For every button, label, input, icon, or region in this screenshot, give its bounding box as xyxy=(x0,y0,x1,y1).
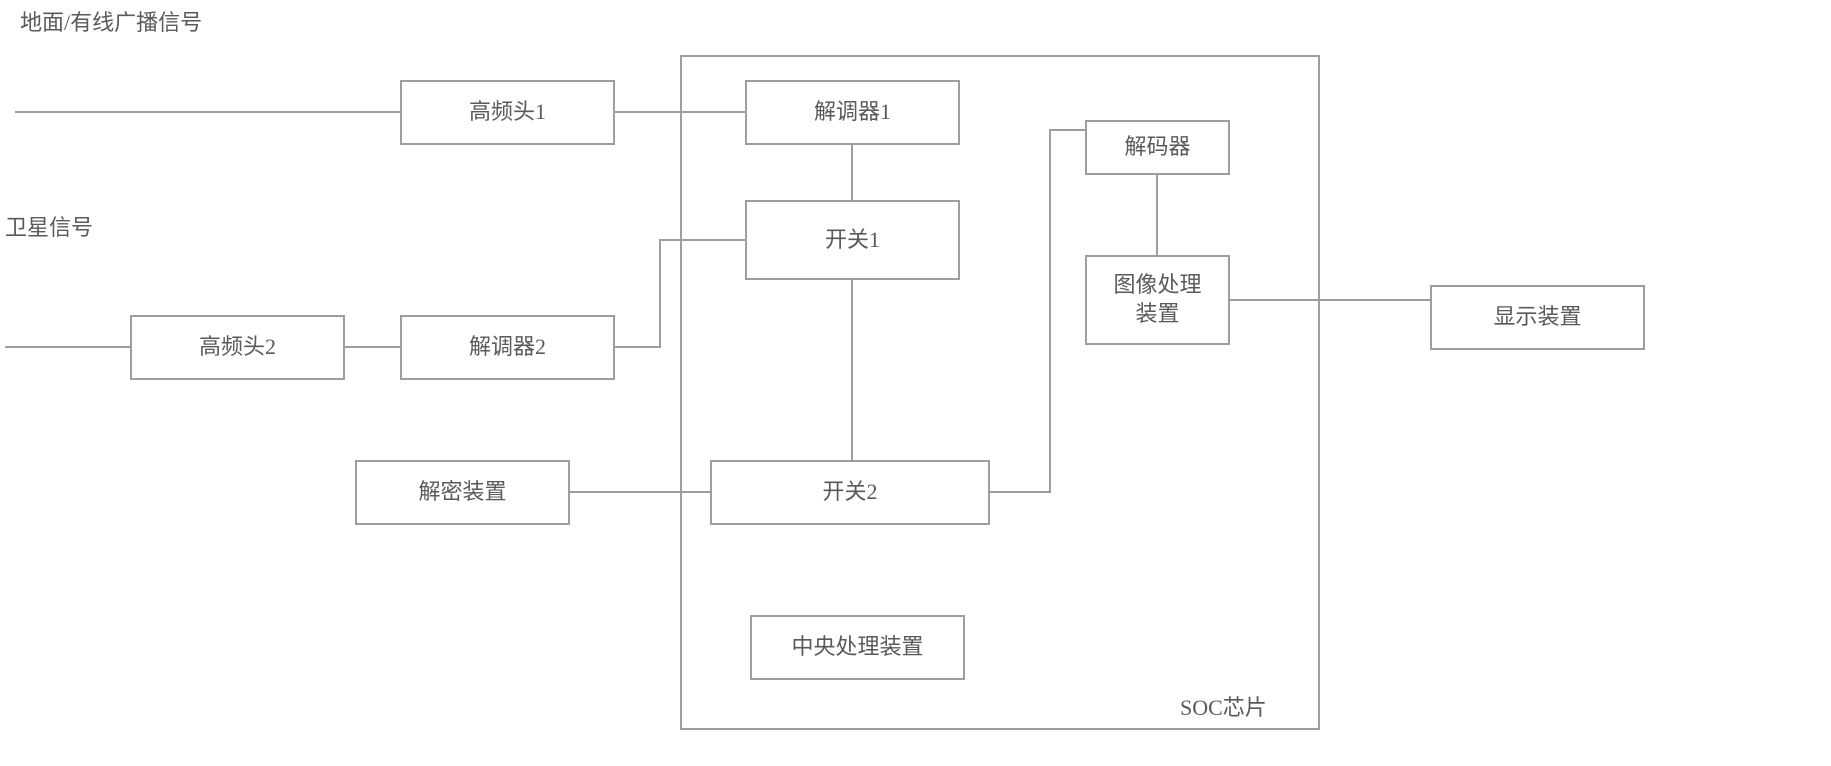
node-decoder: 解码器 xyxy=(1085,120,1230,175)
node-label: 高频头2 xyxy=(199,333,276,362)
node-tuner1: 高频头1 xyxy=(400,80,615,145)
node-demod1: 解调器1 xyxy=(745,80,960,145)
label-signal2: 卫星信号 xyxy=(5,210,93,242)
node-cpu: 中央处理装置 xyxy=(750,615,965,680)
node-tuner2: 高频头2 xyxy=(130,315,345,380)
node-decrypt: 解密装置 xyxy=(355,460,570,525)
node-label: 中央处理装置 xyxy=(791,633,923,662)
node-switch1: 开关1 xyxy=(745,200,960,280)
node-demod2: 解调器2 xyxy=(400,315,615,380)
node-label: 解码器 xyxy=(1124,133,1190,162)
node-label: 图像处理 装置 xyxy=(1113,271,1201,328)
node-label: 开关1 xyxy=(825,226,880,255)
label-soc: SOC芯片 xyxy=(1180,690,1267,722)
node-switch2: 开关2 xyxy=(710,460,990,525)
label-signal1: 地面/有线广播信号 xyxy=(20,5,202,37)
node-imgproc: 图像处理 装置 xyxy=(1085,255,1230,345)
node-label: 解调器2 xyxy=(469,333,546,362)
node-label: 解调器1 xyxy=(814,98,891,127)
node-label: 显示装置 xyxy=(1493,303,1581,332)
diagram-canvas: 地面/有线广播信号卫星信号 SOC芯片 高频头1 高频头2 解调器1 解调器2 开关1 开关2… xyxy=(0,0,1831,766)
node-label: 解密装置 xyxy=(418,478,506,507)
node-display: 显示装置 xyxy=(1430,285,1645,350)
node-label: 开关2 xyxy=(822,478,877,507)
node-label: 高频头1 xyxy=(469,98,546,127)
